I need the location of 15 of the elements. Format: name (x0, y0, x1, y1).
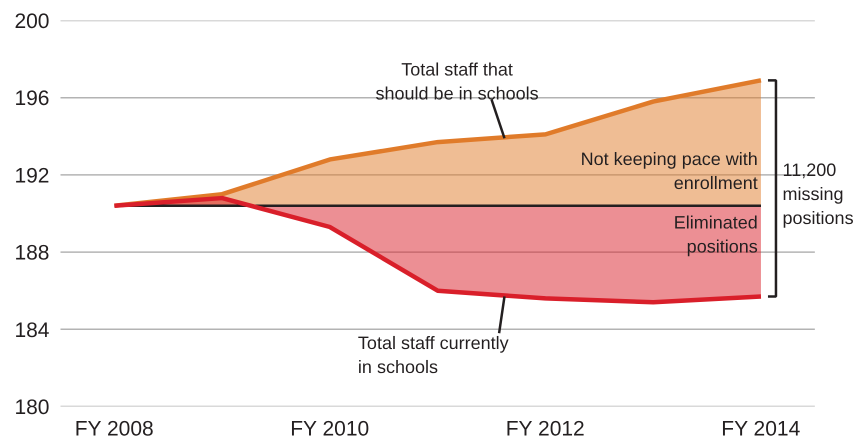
x-tick-label: FY 2010 (290, 418, 370, 440)
annotation: Eliminated positions (674, 212, 758, 257)
annotation: 11,200 missing positions (782, 160, 854, 228)
x-tick-label: FY 2012 (506, 418, 585, 440)
x-tick-label: FY 2008 (74, 418, 154, 440)
y-tick-label: 188 (14, 242, 50, 265)
y-tick-label: 196 (14, 87, 50, 110)
y-tick-label: 200 (14, 10, 50, 33)
y-tick-label: 184 (14, 318, 50, 342)
y-tick-label: 180 (14, 396, 50, 419)
y-tick-label: 192 (14, 164, 50, 188)
annotation: Not keeping pace with enrollment (580, 149, 758, 194)
annotation: Total staff currently in schools (358, 333, 509, 378)
x-tick-label: FY 2014 (721, 418, 801, 440)
annotation: Total staff that should be in schools (376, 59, 539, 104)
